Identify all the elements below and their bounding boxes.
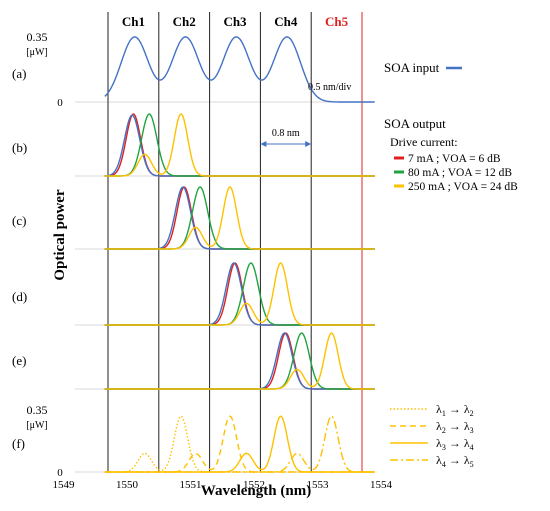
spacing-arrow-head	[260, 141, 267, 147]
channel-label: Ch3	[223, 14, 247, 29]
spacing-annotation: 0.8 nm	[272, 128, 300, 139]
channel-label: Ch2	[173, 14, 196, 29]
spacing-arrow-head	[305, 141, 312, 147]
channel-label: Ch1	[122, 14, 145, 29]
legend-item-label: 250 mA ; VOA = 24 dB	[408, 181, 518, 193]
channel-label: Ch5	[325, 14, 349, 29]
y-tick-top: 0.35	[27, 30, 48, 44]
legend-item-label: λ3 → λ4	[436, 436, 474, 452]
legend-item-label: 80 mA ; VOA = 12 dB	[408, 167, 512, 179]
y-tick-unit: [μW]	[26, 420, 47, 431]
series-line	[104, 262, 375, 326]
series-line	[104, 113, 375, 177]
y-tick-top: 0.35	[27, 403, 48, 417]
legend-soa-input-label: SOA input	[384, 60, 440, 75]
x-tick-label: 1554	[370, 479, 393, 491]
series-line	[104, 113, 375, 177]
panel-label: (c)	[12, 213, 26, 228]
resolution-annotation: 0.5 nm/div	[308, 82, 351, 93]
series-line	[104, 415, 375, 473]
series-line	[104, 332, 375, 390]
series-line	[104, 332, 375, 390]
x-tick-label: 1551	[180, 479, 202, 491]
x-tick-label: 1552	[243, 479, 265, 491]
panel-label: (f)	[12, 436, 25, 451]
x-tick-label: 1549	[53, 479, 76, 491]
y-tick-zero: 0	[57, 97, 63, 109]
legend-item-label: λ4 → λ5	[436, 453, 474, 469]
series-line	[104, 186, 375, 250]
series-line	[104, 262, 375, 326]
x-axis-label: Wavelength (nm)	[201, 483, 311, 499]
panel-labels: Ch1 Ch2 Ch3 Ch4 Ch5 1549 1550 1551 1552 1553 1554 (…	[12, 14, 393, 491]
channel-grid	[75, 12, 372, 473]
panel-label: (b)	[12, 140, 27, 155]
series-line	[104, 36, 375, 103]
series-line	[104, 415, 375, 473]
panel-label: (e)	[12, 353, 26, 368]
y-tick-unit: [μW]	[26, 47, 47, 58]
panel-label: (a)	[12, 66, 26, 81]
series-line	[104, 415, 375, 473]
series-line	[104, 415, 375, 473]
series-line	[104, 186, 375, 250]
x-tick-label: 1553	[307, 479, 330, 491]
legend-item-label: 7 mA ; VOA = 6 dB	[408, 153, 501, 165]
legend-item-label: λ1 → λ2	[436, 402, 474, 418]
series-line	[104, 186, 375, 250]
series-line	[104, 332, 375, 390]
channel-label: Ch4	[274, 14, 298, 29]
y-tick-zero: 0	[57, 467, 63, 479]
y-axis-label: Optical power	[52, 189, 68, 281]
legend-output-items: 7 mA ; VOA = 6 dB 80 mA ; VOA = 12 dB 250 …	[394, 153, 518, 193]
legend-drive-current-label: Drive current:	[390, 135, 458, 149]
series-line	[104, 332, 375, 390]
panel-label: (d)	[12, 289, 27, 304]
x-tick-label: 1550	[116, 479, 139, 491]
series-line	[104, 186, 375, 250]
legend-soa-output-label: SOA output	[384, 116, 446, 131]
legend-item-label: λ2 → λ3	[436, 419, 474, 435]
spectrum-curves	[104, 36, 375, 473]
